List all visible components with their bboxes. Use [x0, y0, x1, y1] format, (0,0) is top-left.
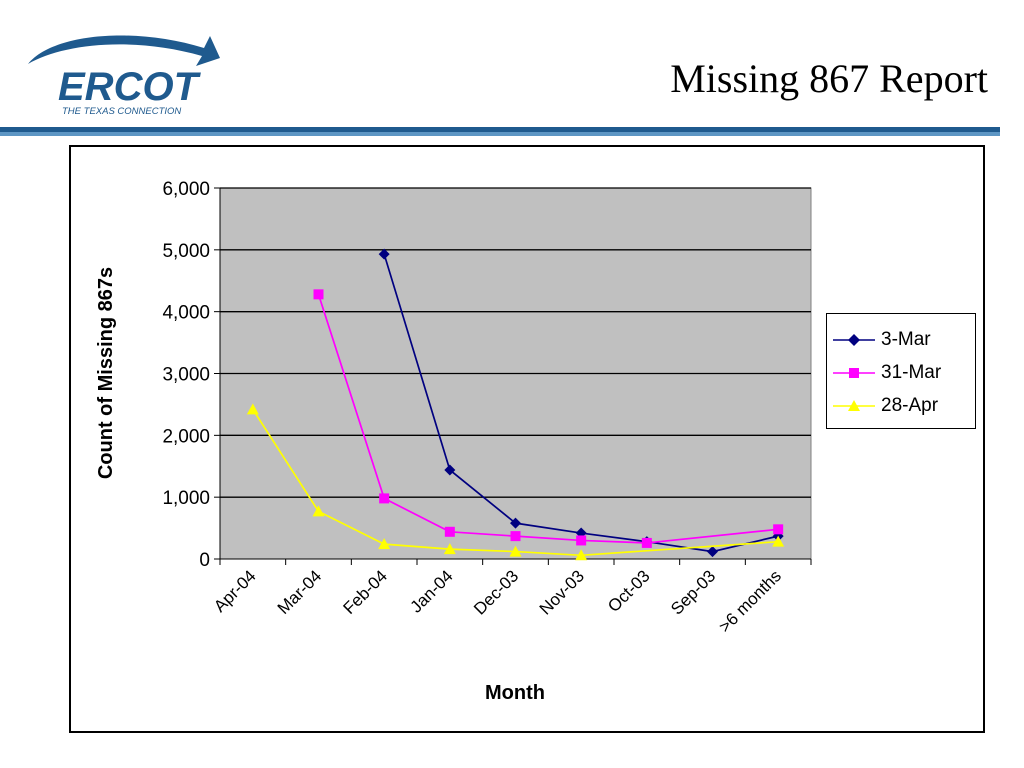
legend-label: 3-Mar	[881, 328, 931, 350]
ercot-logo: ERCOT THE TEXAS CONNECTION	[28, 35, 220, 117]
data-point	[575, 549, 588, 561]
y-tick-label: 3,000	[162, 365, 210, 386]
x-tick-label: Oct-03	[604, 566, 654, 616]
x-tick-label: >6 months	[715, 566, 785, 636]
data-point	[246, 403, 259, 415]
data-point	[772, 535, 785, 547]
axes	[214, 187, 812, 565]
data-point	[707, 546, 718, 558]
logo-swoosh-icon	[28, 35, 220, 66]
data-point	[443, 543, 456, 555]
y-tick-label: 0	[199, 550, 210, 571]
x-tick-label: Mar-04	[274, 566, 326, 618]
data-point	[313, 289, 324, 300]
square-marker-icon	[833, 367, 875, 378]
y-tick-label: 6,000	[162, 179, 210, 200]
x-tick-label: Jan-04	[406, 566, 456, 616]
data-point	[576, 535, 587, 546]
chart-legend: 3-Mar 31-Mar 28-Apr	[826, 313, 976, 429]
line-chart: 0 1,000 2,000 3,000 4,000 5,000 6,000 Apr-04 Mar…	[95, 179, 812, 704]
data-point	[641, 537, 652, 548]
x-axis-title: Month	[485, 682, 545, 704]
y-tick-label: 2,000	[162, 426, 210, 447]
y-tick-label: 1,000	[162, 488, 210, 509]
data-point	[444, 526, 455, 537]
data-point	[575, 527, 587, 539]
header-divider	[0, 127, 1000, 136]
legend-item-31-mar: 31-Mar	[827, 356, 975, 389]
gridlines	[220, 187, 811, 498]
data-point	[773, 524, 784, 535]
data-point	[378, 248, 390, 260]
diamond-marker-icon	[833, 333, 875, 346]
legend-item-3-mar: 3-Mar	[827, 323, 975, 356]
x-tick-label: Dec-03	[470, 566, 522, 618]
x-tick-label: Apr-04	[210, 566, 260, 616]
series-lines	[246, 248, 785, 561]
logo-wordmark: ERCOT	[58, 65, 202, 109]
legend-item-28-apr: 28-Apr	[827, 389, 975, 422]
legend-label: 28-Apr	[881, 394, 939, 416]
data-point	[509, 545, 522, 557]
x-tick-label: Nov-03	[536, 566, 588, 618]
y-tick-label: 5,000	[162, 241, 210, 262]
x-tick-label: Feb-04	[339, 566, 391, 618]
data-point	[510, 517, 521, 529]
chart-frame: 0 1,000 2,000 3,000 4,000 5,000 6,000 Apr-04 Mar…	[69, 145, 985, 733]
x-tick-label: Sep-03	[667, 566, 719, 618]
triangle-marker-icon	[833, 399, 875, 411]
legend-label: 31-Mar	[881, 361, 942, 383]
data-point	[312, 505, 325, 517]
page-title: Missing 867 Report	[670, 56, 988, 101]
logo-tagline: THE TEXAS CONNECTION	[62, 106, 181, 117]
y-tick-label: 4,000	[162, 303, 210, 324]
y-axis-title: Count of Missing 867s	[95, 267, 117, 479]
data-point	[378, 538, 391, 550]
data-point	[510, 531, 521, 542]
data-point	[379, 493, 390, 504]
data-point	[444, 464, 456, 476]
